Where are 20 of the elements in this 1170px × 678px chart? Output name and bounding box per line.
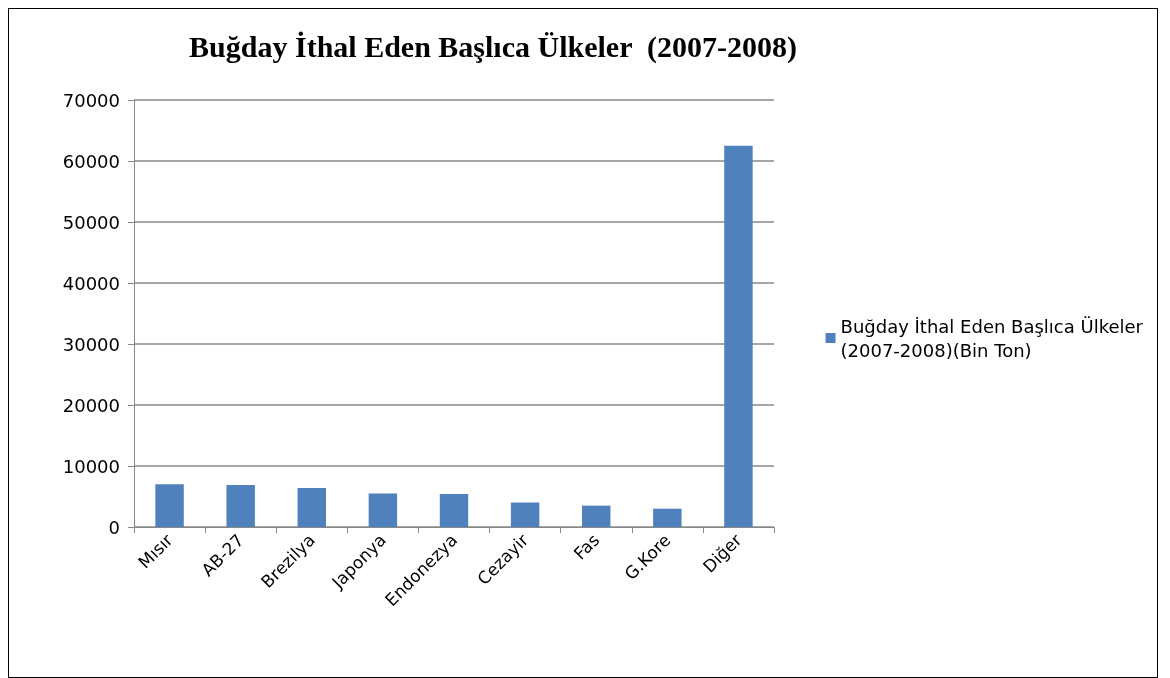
bar (510, 502, 540, 527)
y-tick-label: 20000 (62, 394, 120, 416)
bar (653, 508, 682, 527)
x-tick-label: Fas (569, 529, 604, 564)
y-tick-label: 50000 (62, 211, 120, 233)
y-tick-label: 10000 (62, 455, 120, 477)
bar (297, 487, 326, 527)
chart-title: Buğday İthal Eden Başlıca Ülkeler (2007-2008) (189, 29, 797, 64)
y-tick-label: 30000 (62, 333, 120, 355)
legend-label: Buğday İthal Eden Başlıca Ülkeler (2007-2008)(Bin Ton) (840, 315, 1144, 361)
y-tick-label: 60000 (62, 150, 120, 172)
bar (368, 493, 398, 527)
bar (226, 484, 255, 527)
bar (724, 145, 753, 527)
bar (155, 484, 184, 527)
y-tick-label: 0 (108, 516, 120, 538)
y-tick-label: 40000 (62, 272, 120, 294)
bar (439, 494, 469, 527)
y-tick-label: 70000 (62, 89, 120, 111)
bar (582, 505, 611, 527)
